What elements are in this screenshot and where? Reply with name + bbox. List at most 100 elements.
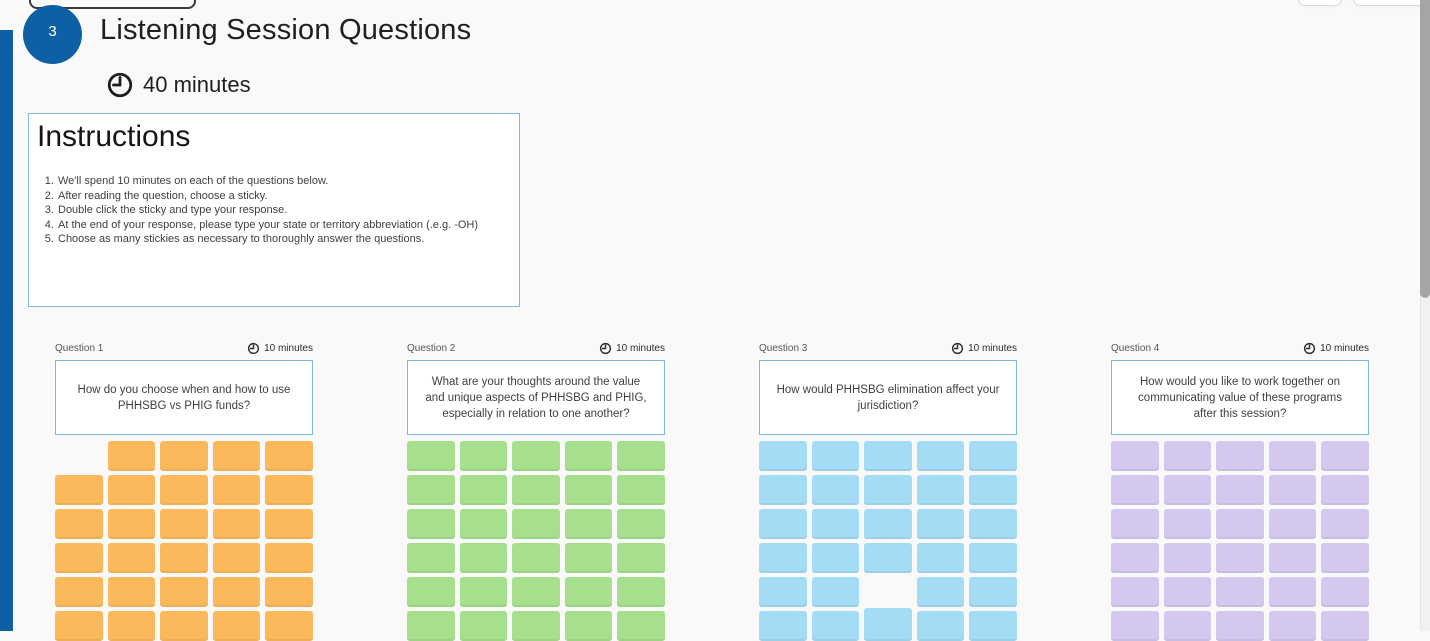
sticky-note[interactable] xyxy=(759,611,807,641)
sticky-note[interactable] xyxy=(916,611,964,641)
sticky-note[interactable] xyxy=(459,475,507,505)
question-text-box[interactable]: How would PHHSBG elimination affect your… xyxy=(759,360,1017,435)
sticky-note[interactable] xyxy=(212,441,260,471)
sticky-note[interactable] xyxy=(107,509,155,539)
sticky-note[interactable] xyxy=(55,611,103,641)
sticky-note[interactable] xyxy=(160,475,208,505)
sticky-note[interactable] xyxy=(811,577,859,607)
sticky-note[interactable] xyxy=(1216,509,1264,539)
sticky-note[interactable] xyxy=(916,543,964,573)
sticky-note[interactable] xyxy=(212,543,260,573)
sticky-note[interactable] xyxy=(759,543,807,573)
sticky-note[interactable] xyxy=(512,611,560,641)
sticky-note[interactable] xyxy=(864,475,912,505)
sticky-note[interactable] xyxy=(864,543,912,573)
sticky-note[interactable] xyxy=(1111,509,1159,539)
sticky-note[interactable] xyxy=(1216,441,1264,471)
sticky-note[interactable] xyxy=(55,509,103,539)
sticky-note[interactable] xyxy=(1321,509,1369,539)
sticky-note[interactable] xyxy=(617,611,665,641)
sticky-note[interactable] xyxy=(1321,441,1369,471)
sticky-note[interactable] xyxy=(864,441,912,471)
sticky-note[interactable] xyxy=(1111,611,1159,641)
sticky-note[interactable] xyxy=(916,475,964,505)
sticky-note[interactable] xyxy=(107,543,155,573)
sticky-note[interactable] xyxy=(1321,543,1369,573)
sticky-note[interactable] xyxy=(1216,543,1264,573)
sticky-note[interactable] xyxy=(1216,611,1264,641)
sticky-note[interactable] xyxy=(459,611,507,641)
question-text-box[interactable]: How do you choose when and how to use PH… xyxy=(55,360,313,435)
sticky-note[interactable] xyxy=(407,543,455,573)
sticky-note[interactable] xyxy=(969,577,1017,607)
sticky-note[interactable] xyxy=(459,577,507,607)
sticky-note[interactable] xyxy=(265,577,313,607)
sticky-note[interactable] xyxy=(1321,475,1369,505)
sticky-note[interactable] xyxy=(212,611,260,641)
sticky-note[interactable] xyxy=(512,441,560,471)
sticky-note[interactable] xyxy=(564,475,612,505)
sticky-note[interactable] xyxy=(265,509,313,539)
sticky-note[interactable] xyxy=(1268,441,1316,471)
sticky-note[interactable] xyxy=(564,441,612,471)
sticky-note[interactable] xyxy=(617,509,665,539)
sticky-note[interactable] xyxy=(407,577,455,607)
sticky-note[interactable] xyxy=(459,441,507,471)
sticky-note[interactable] xyxy=(407,441,455,471)
sticky-note[interactable] xyxy=(1163,543,1211,573)
sticky-note[interactable] xyxy=(1216,475,1264,505)
sticky-note[interactable] xyxy=(212,577,260,607)
sticky-note[interactable] xyxy=(1163,509,1211,539)
sticky-note[interactable] xyxy=(916,509,964,539)
sticky-note[interactable] xyxy=(160,509,208,539)
sticky-note[interactable] xyxy=(1163,577,1211,607)
sticky-note[interactable] xyxy=(55,475,103,505)
sticky-note[interactable] xyxy=(407,611,455,641)
sticky-note[interactable] xyxy=(811,475,859,505)
sticky-note[interactable] xyxy=(617,577,665,607)
sticky-note[interactable] xyxy=(1163,475,1211,505)
sticky-note[interactable] xyxy=(407,475,455,505)
sticky-note[interactable] xyxy=(265,441,313,471)
sticky-note[interactable] xyxy=(1111,577,1159,607)
sticky-note[interactable] xyxy=(512,475,560,505)
sticky-note[interactable] xyxy=(107,577,155,607)
sticky-note[interactable] xyxy=(864,509,912,539)
sticky-note[interactable] xyxy=(1111,543,1159,573)
sticky-note[interactable] xyxy=(969,509,1017,539)
question-text-box[interactable]: How would you like to work together on c… xyxy=(1111,360,1369,435)
sticky-note[interactable] xyxy=(107,611,155,641)
sticky-note[interactable] xyxy=(864,608,912,641)
sticky-note[interactable] xyxy=(160,441,208,471)
sticky-note[interactable] xyxy=(107,441,155,471)
sticky-note[interactable] xyxy=(759,441,807,471)
sticky-note[interactable] xyxy=(107,475,155,505)
sticky-note[interactable] xyxy=(811,611,859,641)
sticky-note[interactable] xyxy=(617,475,665,505)
sticky-note[interactable] xyxy=(160,543,208,573)
sticky-note[interactable] xyxy=(1321,611,1369,641)
sticky-note[interactable] xyxy=(1268,543,1316,573)
sticky-note[interactable] xyxy=(759,475,807,505)
sticky-note[interactable] xyxy=(564,611,612,641)
scrollbar-thumb[interactable] xyxy=(1420,0,1430,298)
sticky-note[interactable] xyxy=(1163,611,1211,641)
sticky-note[interactable] xyxy=(1268,577,1316,607)
instructions-panel[interactable]: Instructions We'll spend 10 minutes on e… xyxy=(28,113,520,307)
sticky-note[interactable] xyxy=(512,509,560,539)
sticky-note[interactable] xyxy=(811,509,859,539)
sticky-note[interactable] xyxy=(916,577,964,607)
sticky-note[interactable] xyxy=(564,543,612,573)
section-title[interactable]: Listening Session Questions xyxy=(100,14,472,46)
sticky-note[interactable] xyxy=(1163,441,1211,471)
vertical-scrollbar[interactable] xyxy=(1420,0,1430,631)
sticky-note[interactable] xyxy=(512,577,560,607)
sticky-note[interactable] xyxy=(1268,509,1316,539)
sticky-note[interactable] xyxy=(969,611,1017,641)
sticky-note[interactable] xyxy=(55,543,103,573)
sticky-note[interactable] xyxy=(1216,577,1264,607)
sticky-note[interactable] xyxy=(1321,577,1369,607)
sticky-note[interactable] xyxy=(1268,611,1316,641)
sticky-note[interactable] xyxy=(265,543,313,573)
